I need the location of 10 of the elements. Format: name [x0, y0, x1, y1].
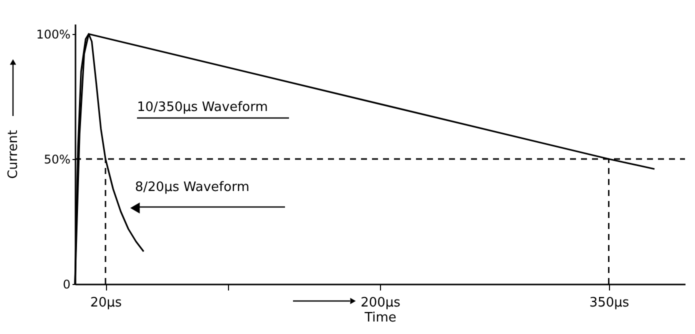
y-tick-label: 100%: [36, 28, 70, 42]
x-tick-label: 200μs: [360, 296, 401, 310]
x-tick-label: 20μs: [90, 296, 122, 310]
y-tick-label: 50%: [44, 152, 70, 166]
series-label: 8/20μs Waveform: [135, 180, 250, 195]
y-tick-label: 0: [62, 278, 70, 292]
y-axis-title: Current: [6, 130, 22, 179]
x-axis-title: Time: [364, 310, 396, 326]
series-label: 10/350μs Waveform: [137, 100, 268, 115]
x-tick-label: 350μs: [589, 296, 630, 310]
